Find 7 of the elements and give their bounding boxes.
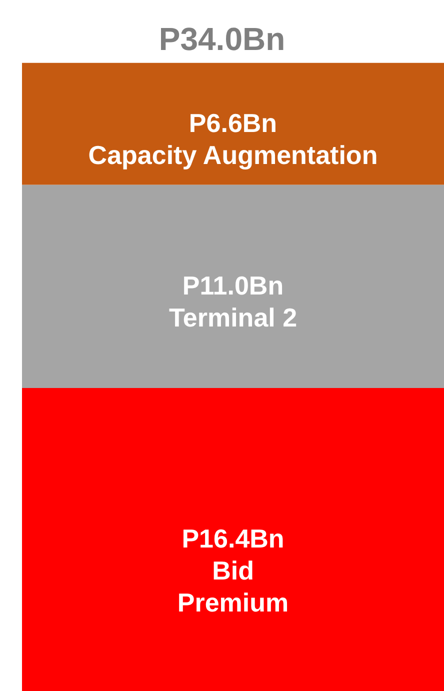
- data-label: P11.0Bn: [182, 270, 284, 300]
- series-label: Capacity Augmentation: [88, 140, 378, 170]
- series-label: Terminal 2: [168, 302, 298, 332]
- data-label: P16.4Bn: [182, 523, 284, 554]
- data-label: P6.6Bn: [188, 108, 278, 138]
- series-label: Bid Premium: [177, 555, 289, 618]
- total-label: P34.0Bn: [158, 20, 286, 57]
